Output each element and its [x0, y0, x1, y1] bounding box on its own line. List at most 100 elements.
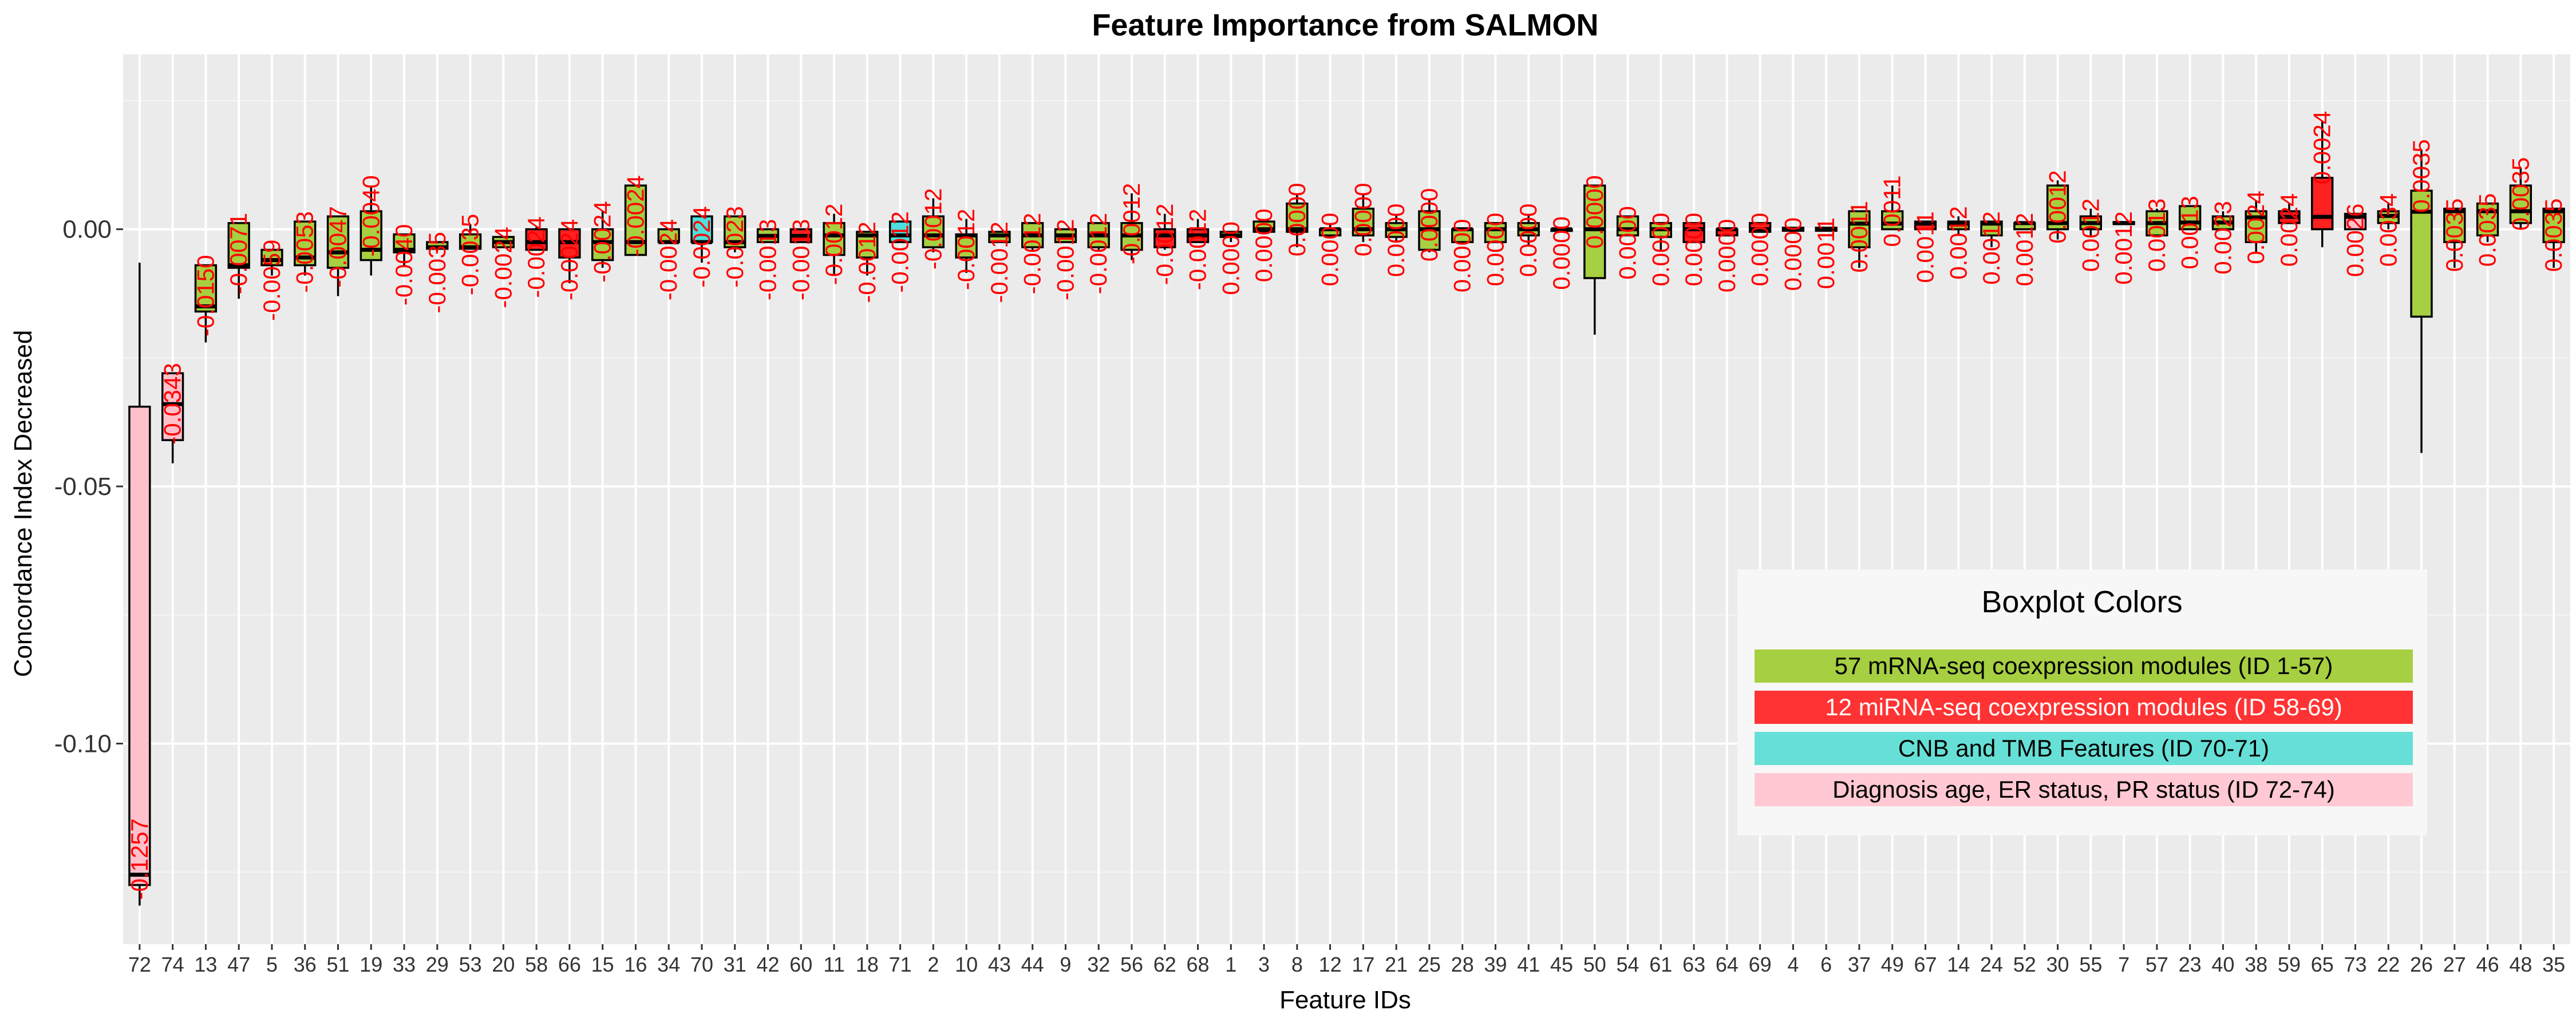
- box-rect: [888, 220, 912, 243]
- data-label: -0.0012: [887, 211, 914, 292]
- box-15: [591, 211, 614, 268]
- x-tick-label: 10: [955, 953, 978, 976]
- x-tick-label: 17: [1352, 953, 1374, 976]
- box-24: [1980, 220, 2003, 248]
- data-label: -0.0150: [192, 255, 219, 336]
- box-5: [260, 248, 283, 276]
- x-tick-label: 2: [927, 953, 939, 976]
- box-rect: [194, 264, 218, 313]
- chart-title: Feature Importance from SALMON: [1092, 8, 1598, 42]
- x-tick-label: 18: [856, 953, 879, 976]
- box-14: [1947, 216, 1970, 235]
- x-tick-label: 48: [2509, 953, 2532, 976]
- box-70: [690, 215, 713, 263]
- data-label: -0.0013: [787, 219, 814, 300]
- x-tick-label: 72: [128, 953, 151, 976]
- data-label: -0.0035: [457, 214, 484, 295]
- box-16: [624, 184, 647, 256]
- x-tick-label: 66: [558, 953, 581, 976]
- data-label: -0.0040: [390, 224, 417, 306]
- x-tick-label: 47: [227, 953, 250, 976]
- box-rect: [2311, 176, 2334, 231]
- box-44: [1021, 222, 1044, 250]
- data-label: -0.0012: [1052, 219, 1078, 300]
- x-tick-label: 45: [1550, 953, 1573, 976]
- box-rect: [128, 405, 151, 886]
- y-tick-label: 0.00: [62, 216, 112, 244]
- x-tick-label: 70: [690, 953, 713, 976]
- data-label: 0.0024: [2275, 193, 2302, 267]
- box-69: [1748, 222, 1772, 233]
- data-label: 0.0012: [2077, 199, 2104, 272]
- box-rect: [525, 228, 548, 251]
- data-label: 0.0000: [1217, 221, 1244, 295]
- x-tick-label: 31: [724, 953, 746, 976]
- box-54: [1616, 215, 1639, 237]
- box-73: [2344, 212, 2367, 231]
- box-9: [1054, 228, 1077, 243]
- data-label: -0.0053: [291, 211, 318, 292]
- box-27: [2443, 207, 2466, 268]
- box-rect: [227, 222, 250, 269]
- data-label: 0.0000: [1713, 219, 1740, 292]
- data-label: -0.0023: [721, 206, 748, 287]
- legend: Boxplot Colors 57 mRNA-seq coexpression …: [1737, 569, 2427, 835]
- box-rect: [823, 222, 846, 256]
- box-35: [2542, 207, 2565, 268]
- box-68: [1186, 219, 1210, 243]
- x-tick-label: 1: [1225, 953, 1236, 976]
- box-58: [525, 227, 548, 251]
- x-tick-label: 62: [1153, 953, 1176, 976]
- x-tick-label: 27: [2443, 953, 2466, 976]
- box-49: [1881, 185, 1904, 231]
- box-rect: [359, 210, 382, 262]
- box-28: [1451, 227, 1474, 243]
- x-tick-label: 14: [1947, 953, 1970, 976]
- x-tick-label: 21: [1385, 953, 1408, 976]
- box-rect: [2443, 207, 2466, 243]
- x-tick-label: 56: [1120, 953, 1143, 976]
- box-rect: [260, 248, 283, 267]
- data-label: 0.0000: [1548, 216, 1575, 290]
- data-label: 0.0011: [1879, 175, 1906, 247]
- data-label: -0.0343: [159, 363, 186, 444]
- box-20: [492, 236, 515, 248]
- data-label: 0.0035: [2540, 199, 2567, 272]
- data-label: -0.0012: [1151, 204, 1178, 285]
- box-56: [1120, 193, 1143, 260]
- data-label: 0.0023: [2209, 201, 2236, 274]
- box-rect: [1848, 210, 1871, 248]
- box-29: [426, 241, 449, 250]
- box-55: [2079, 208, 2102, 236]
- x-tick-label: 20: [492, 953, 515, 976]
- data-label: -0.0012: [854, 221, 880, 303]
- box-rect: [2476, 202, 2499, 237]
- data-label: 0.0024: [2309, 111, 2336, 184]
- box-66: [558, 228, 581, 283]
- data-label: 0.0034: [2374, 193, 2401, 267]
- x-tick-label: 53: [459, 953, 482, 976]
- box-74: [161, 372, 184, 464]
- data-label: 0.0012: [1945, 206, 1971, 279]
- data-label: 0.0000: [1250, 209, 1277, 282]
- x-tick-label: 16: [624, 953, 647, 976]
- data-label: -0.0012: [919, 188, 946, 270]
- x-tick-label: 43: [988, 953, 1011, 976]
- x-tick-label: 65: [2311, 953, 2334, 976]
- box-31: [724, 215, 746, 253]
- data-label: -0.0035: [424, 232, 451, 313]
- x-tick-label: 58: [525, 953, 548, 976]
- box-11: [823, 213, 846, 276]
- box-37: [1848, 210, 1871, 268]
- legend-swatch: [1755, 773, 2413, 806]
- data-label: -0.0024: [489, 227, 516, 308]
- box-rect: [591, 228, 614, 262]
- box-63: [1682, 222, 1705, 243]
- x-tick-label: 37: [1848, 953, 1871, 976]
- x-tick-label: 13: [194, 953, 217, 976]
- box-43: [988, 231, 1011, 243]
- box-71: [888, 220, 912, 243]
- x-tick-label: 30: [2046, 953, 2069, 976]
- box-rect: [2542, 207, 2565, 243]
- data-label: -0.0012: [820, 204, 847, 285]
